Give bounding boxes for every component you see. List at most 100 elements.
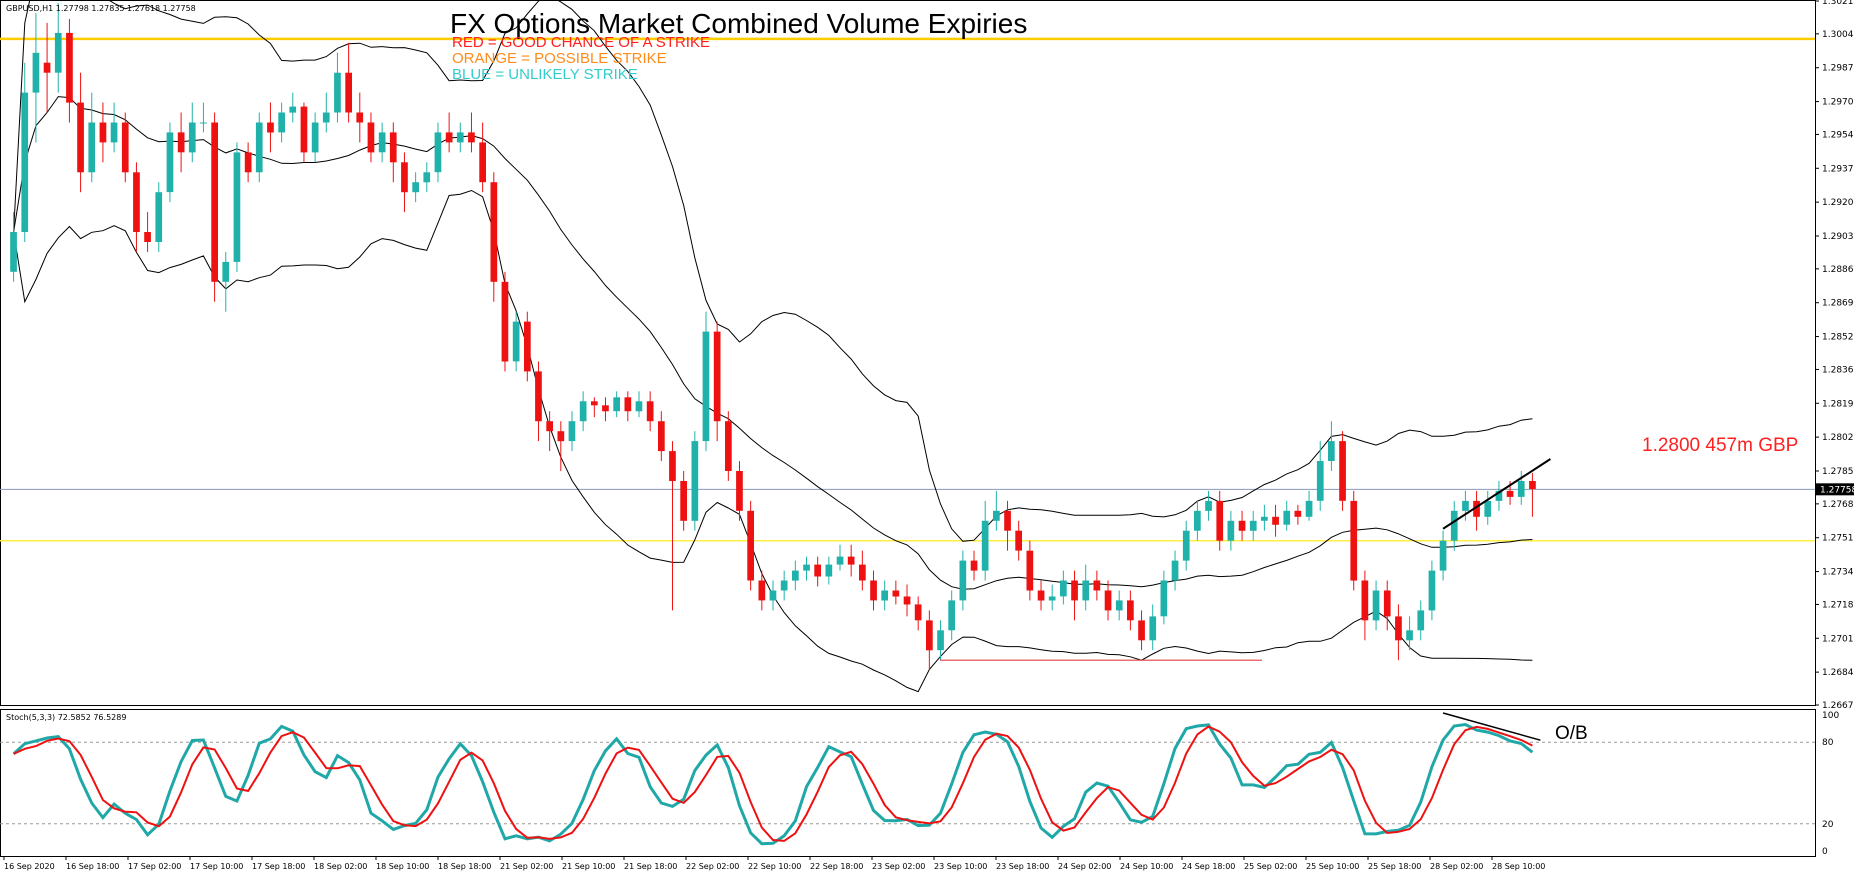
x-tick-label: 17 Sep 18:00 [252,862,305,871]
y-tick-label: 1.29370 [1822,164,1854,174]
candle-body [546,421,553,432]
candle-body [814,564,821,577]
x-tick-label: 17 Sep 02:00 [128,862,181,871]
candle-body [367,122,375,153]
trendline-upper [1442,458,1551,530]
x-tick-label: 16 Sep 2020 [4,862,55,871]
candle-body [267,122,274,133]
x-tick-label: 25 Sep 02:00 [1244,862,1297,871]
candle-body [1048,596,1056,601]
strike-annotation: 1.2800 457m GBP [1642,435,1798,456]
y-tick-label: 1.27515 [1822,534,1854,544]
candle-body [1462,500,1469,511]
candle-body [803,564,810,571]
candle-body [322,112,330,123]
candle-body [233,152,241,262]
legend-red: RED = GOOD CHANCE OF A STRIKE [452,34,710,51]
candle-body [1417,610,1425,631]
candle-body [881,590,888,601]
candle-body [691,441,699,521]
candle-body [177,132,185,153]
candle-body [501,281,509,362]
candle-body [278,112,285,133]
y-tick-label: 1.30210 [1822,0,1854,7]
y-tick-label: 1.28525 [1822,333,1854,343]
candle-body [1484,500,1492,517]
candle-body [792,570,799,581]
y-tick-label: 1.27850 [1822,467,1854,477]
candle-body [345,72,352,113]
x-tick-label: 21 Sep 18:00 [624,862,677,871]
candle-body [1082,580,1090,601]
candle-body [1182,530,1190,561]
candle-body [1383,590,1391,617]
indicator-label: Stoch(5,3,3) 72.5852 76.5289 [6,713,126,722]
candle-body [10,232,17,272]
candle-body [1160,580,1168,617]
x-tick-label: 22 Sep 18:00 [810,862,863,871]
candle-body [412,182,419,193]
candle-body [903,596,911,605]
candle-body [54,32,62,73]
candle-body [155,192,163,242]
candle-body [926,620,933,651]
candle-body [456,132,464,143]
candle-body [1026,550,1034,591]
candle-body [1138,620,1145,641]
y-tick-label: 1.29200 [1822,198,1854,208]
candle-body [1439,540,1447,571]
candle-body [1305,500,1313,517]
candle-body [1060,580,1067,597]
candle-body [512,321,520,362]
candle-body [981,520,989,571]
y-tick-label: 1.28695 [1822,299,1854,309]
candle-body [133,172,140,232]
candle-body [166,132,174,193]
bollinger-upper-band [13,0,1533,542]
candle-body [1517,481,1525,497]
stoch-axis-label: 80 [1822,738,1834,748]
candle-body [1328,441,1335,461]
y-tick-label: 1.27685 [1822,500,1854,510]
candle-body [892,590,900,597]
candle-body [144,232,151,242]
candle-body [1194,510,1201,531]
candle-body [1272,516,1279,525]
candle-body [99,122,107,143]
x-tick-label: 18 Sep 10:00 [376,862,429,871]
candle-body [568,421,576,442]
candle-body [591,401,598,406]
candle-body [468,132,475,143]
current-price-tag [1816,483,1854,496]
candle-body [1015,530,1022,551]
x-tick-label: 21 Sep 02:00 [500,862,553,871]
candle-body [646,401,654,422]
candle-body [378,132,386,153]
bollinger-middle-band [13,96,1533,590]
candle-body [43,62,51,73]
chart-frame [0,0,1816,857]
candle-body [937,630,944,651]
candle-body [1428,570,1436,611]
candle-body [490,182,498,282]
stoch-signal-line [13,725,1533,842]
candle-body [1495,490,1503,501]
candle-body [535,371,542,422]
candle-body [255,122,263,173]
candle-body [1071,580,1078,601]
y-tick-label: 1.30045 [1822,30,1854,40]
y-tick-label: 1.26675 [1822,701,1854,711]
candle-body [1115,600,1123,611]
candle-body [870,580,877,601]
candle-body [1339,441,1346,501]
x-tick-label: 25 Sep 18:00 [1368,862,1421,871]
candle-body [557,431,565,442]
candle-body [959,560,967,601]
candle-body [713,331,721,422]
candle-body [88,122,96,173]
candle-body [289,106,297,113]
candle-body [993,510,1000,521]
y-tick-label: 1.28865 [1822,265,1854,275]
candle-body [479,142,486,183]
